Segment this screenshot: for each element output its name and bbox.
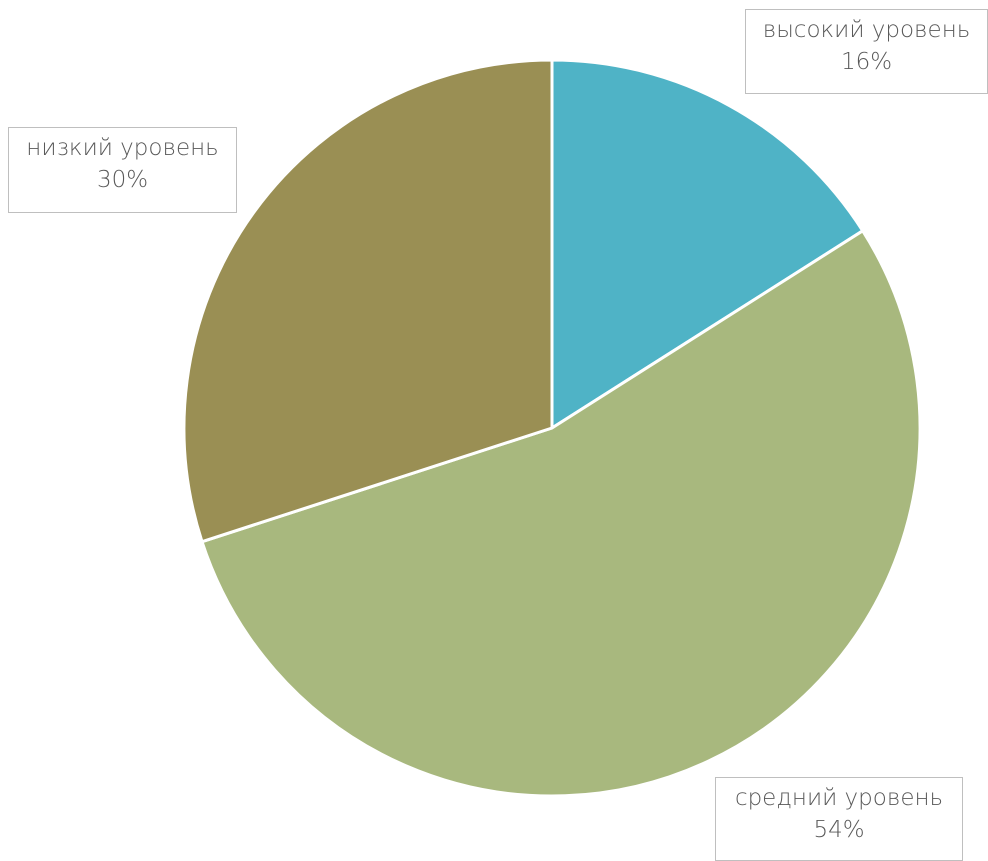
slice-high bbox=[550, 58, 865, 430]
slice-percent-mid: 54% bbox=[813, 817, 865, 843]
data-label-high: высокий уровень 16% bbox=[745, 9, 988, 94]
slice-low bbox=[182, 58, 554, 544]
slice-name-low: низкий уровень bbox=[26, 135, 219, 161]
data-label-low: низкий уровень 30% bbox=[8, 127, 237, 213]
slice-name-mid: средний уровень bbox=[734, 785, 944, 811]
slice-percent-low: 30% bbox=[96, 167, 149, 193]
slice-name-high: высокий уровень bbox=[762, 17, 971, 43]
slice-percent-high: 16% bbox=[840, 49, 893, 75]
pie-slices bbox=[182, 58, 922, 798]
data-label-mid: средний уровень 54% bbox=[715, 777, 963, 861]
slice-mid bbox=[200, 229, 922, 798]
